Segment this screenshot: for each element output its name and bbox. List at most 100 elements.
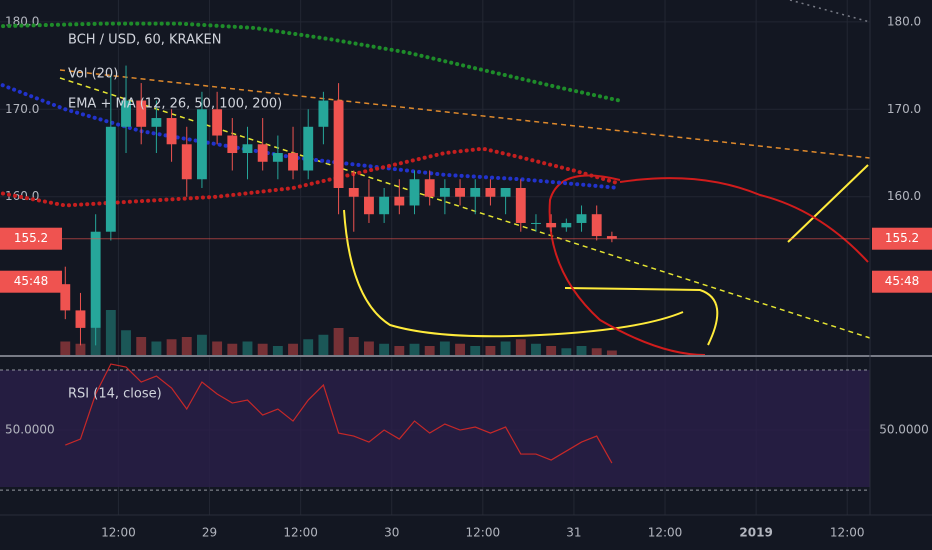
x-tick-label: 12:00 [283, 526, 318, 540]
y-tick-label: 170.0 [5, 102, 39, 116]
volume-bar [257, 343, 268, 355]
trend-line [789, 0, 871, 23]
countdown-label: 45:48 [14, 274, 49, 288]
candle-body [197, 109, 207, 180]
price-tag [872, 227, 932, 250]
candle-body [424, 179, 435, 197]
volume-bar [591, 348, 602, 355]
volume-bar [546, 346, 557, 355]
candle-body [364, 196, 374, 215]
candle-body [227, 135, 238, 154]
candle-body [90, 231, 101, 328]
y-tick-label: 170.0 [887, 102, 921, 116]
countdown-tag [0, 270, 62, 293]
volume-bar [409, 343, 420, 355]
legend-label: Vol (20) [68, 67, 118, 82]
volume-bar [455, 343, 465, 355]
legend-label: RSI (14, close) [68, 387, 162, 402]
volume-bar [470, 346, 481, 355]
candle-body [151, 118, 162, 127]
candle-body [606, 236, 617, 239]
volume-bar [105, 310, 116, 355]
countdown-tag [872, 270, 932, 293]
drawing [548, 174, 706, 356]
price-tag-label: 155.2 [885, 231, 919, 245]
rsi-band-fill [0, 370, 870, 487]
volume-bar [348, 337, 359, 355]
volume-bar [318, 334, 329, 355]
x-tick-label: 29 [202, 526, 217, 540]
x-tick-label: 12:00 [830, 526, 865, 540]
candle-body [485, 187, 496, 197]
candle-body [257, 144, 268, 162]
candle-body [242, 144, 253, 154]
volume-bar [394, 346, 405, 355]
x-tick-label: 2019 [739, 526, 772, 540]
candle-body [166, 118, 177, 145]
candle-body [576, 214, 587, 223]
x-tick-label: 31 [566, 526, 581, 540]
chart-title: BCH / USD, 60, KRAKEN [68, 33, 221, 48]
volume-bar [151, 341, 162, 355]
volume-bar [303, 339, 314, 355]
candle-body [409, 179, 420, 206]
candle-body [379, 196, 390, 215]
candle-body [181, 144, 192, 180]
countdown-label: 45:48 [885, 274, 920, 288]
x-tick-label: 12:00 [466, 526, 501, 540]
candle-body [531, 222, 541, 224]
volume-bar [60, 341, 71, 355]
volume-bar [424, 346, 435, 355]
volume-bar [515, 339, 526, 355]
candle-body [546, 222, 557, 228]
candle-body [470, 187, 481, 197]
volume-bar [500, 341, 511, 355]
candle-body [105, 126, 116, 232]
candle-body [348, 187, 359, 197]
candle-body [561, 222, 572, 228]
legend-label: EMA + MA (12, 26, 50, 100, 200) [68, 97, 282, 112]
volume-bar [439, 341, 450, 355]
volume-bar [136, 337, 147, 355]
volume-bar [485, 346, 496, 355]
candle-body [591, 214, 602, 237]
price-tag [0, 227, 62, 250]
volume-bar [333, 328, 344, 355]
volume-bar [606, 350, 617, 355]
volume-bar [561, 348, 572, 355]
y-tick-label: 180.0 [887, 14, 921, 28]
candle-body [439, 187, 450, 197]
candle-body [121, 100, 131, 127]
candle-body [60, 284, 71, 311]
y-tick-label: 50.0000 [879, 423, 929, 437]
x-tick-label: 30 [384, 526, 399, 540]
candle-body [333, 100, 344, 188]
volume-bar [272, 346, 283, 355]
y-tick-label: 160.0 [887, 189, 921, 203]
volume-bar [227, 343, 238, 355]
y-tick-label: 50.0000 [5, 423, 55, 437]
candle-body [75, 310, 86, 328]
moving-average [0, 146, 622, 208]
price-tag-label: 155.2 [14, 231, 48, 245]
drawing [787, 164, 869, 243]
candle-body [303, 126, 314, 171]
volume-bar [379, 343, 390, 355]
volume-bar [576, 346, 587, 355]
candle-body [394, 196, 405, 206]
x-tick-label: 12:00 [101, 526, 136, 540]
volume-bar [364, 341, 374, 355]
volume-bar [212, 341, 223, 355]
volume-bar [197, 334, 207, 355]
candle-body [212, 109, 223, 136]
drawing [343, 209, 684, 338]
drawing [619, 177, 869, 263]
volume-bar [75, 343, 86, 355]
candle-body [136, 100, 147, 127]
candle-body [272, 153, 283, 162]
moving-average [0, 21, 622, 103]
candle-body [288, 153, 298, 171]
volume-bar [288, 343, 298, 355]
